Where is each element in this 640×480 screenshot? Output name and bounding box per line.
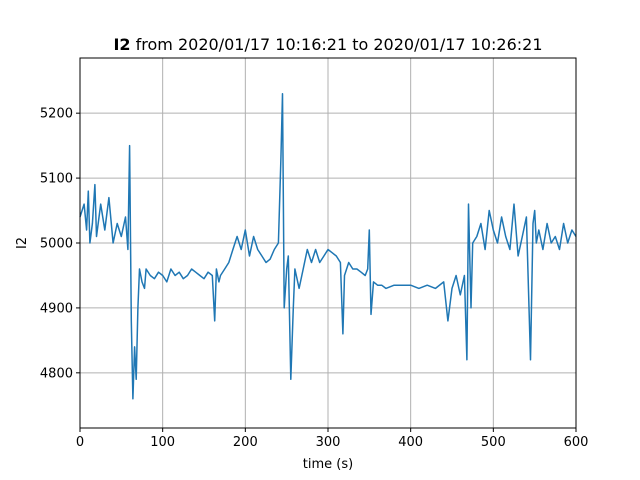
y-axis-ticks: 4800 4900 5000 5100 5200 xyxy=(40,107,80,381)
y-tick-label: 4800 xyxy=(40,366,73,381)
chart-title-bold: I2 xyxy=(113,35,130,54)
x-axis-ticks: 0 100 200 300 400 500 600 xyxy=(76,428,589,450)
y-tick-label: 4900 xyxy=(40,301,73,316)
chart-title-rest: from 2020/01/17 10:16:21 to 2020/01/17 1… xyxy=(131,35,543,54)
x-tick-label: 500 xyxy=(481,435,506,450)
x-tick-label: 300 xyxy=(316,435,341,450)
y-axis-label: I2 xyxy=(15,237,30,249)
chart-title: I2 from 2020/01/17 10:16:21 to 2020/01/1… xyxy=(113,35,542,54)
y-tick-label: 5100 xyxy=(40,172,73,187)
x-tick-label: 400 xyxy=(398,435,423,450)
x-tick-label: 200 xyxy=(233,435,258,450)
y-tick-label: 5200 xyxy=(40,107,73,122)
x-axis-label: time (s) xyxy=(303,457,353,472)
grid-lines xyxy=(79,58,577,428)
x-tick-label: 0 xyxy=(76,435,84,450)
y-tick-label: 5000 xyxy=(40,237,73,252)
x-tick-label: 100 xyxy=(150,435,175,450)
series-line-i2 xyxy=(79,92,577,400)
x-tick-label: 600 xyxy=(564,435,589,450)
